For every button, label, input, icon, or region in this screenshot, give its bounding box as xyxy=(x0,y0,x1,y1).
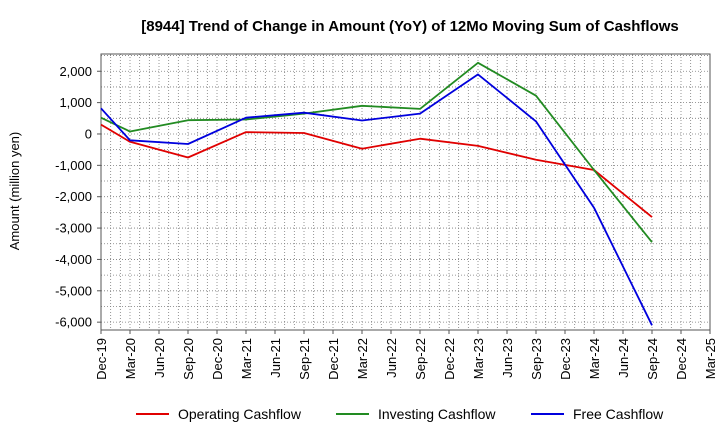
y-tick-label: -1,000 xyxy=(55,158,92,173)
y-tick-label: -5,000 xyxy=(55,283,92,298)
x-tick-label: Sep-21 xyxy=(297,338,312,380)
x-tick-label: Mar-23 xyxy=(471,338,486,379)
series-layer xyxy=(100,61,653,326)
legend-label-free-cashflow: Free Cashflow xyxy=(573,406,664,422)
x-tick-label: Mar-21 xyxy=(239,338,254,379)
x-tick-label: Sep-24 xyxy=(645,338,660,380)
x-tick-label: Dec-23 xyxy=(558,338,573,380)
y-tick-label: -2,000 xyxy=(55,189,92,204)
x-tick-label: Mar-25 xyxy=(703,338,718,379)
legend: Operating Cashflow Investing Cashflow Free… xyxy=(136,406,664,422)
x-tick-label: Jun-20 xyxy=(152,338,167,378)
y-tick-label: 2,000 xyxy=(59,64,92,79)
x-tick-label: Sep-20 xyxy=(181,338,196,380)
x-tick-label: Jun-24 xyxy=(616,338,631,378)
x-tick-label: Jun-22 xyxy=(384,338,399,378)
y-tick-label: 1,000 xyxy=(59,95,92,110)
series-line-operating-cashflow xyxy=(100,123,653,218)
y-tick-label: 0 xyxy=(85,126,92,141)
x-tick-label: Dec-19 xyxy=(94,338,109,380)
x-tick-label: Mar-22 xyxy=(355,338,370,379)
x-tick-label: Dec-21 xyxy=(326,338,341,380)
x-tick-label: Mar-24 xyxy=(587,338,602,379)
grid-layer xyxy=(100,54,711,330)
y-axis-label: Amount (million yen) xyxy=(7,132,22,251)
x-tick-label: Mar-20 xyxy=(123,338,138,379)
series-line-free-cashflow xyxy=(100,73,653,326)
legend-label-operating-cashflow: Operating Cashflow xyxy=(178,406,302,422)
chart-title: [8944] Trend of Change in Amount (YoY) o… xyxy=(141,18,679,35)
x-tick-label: Sep-23 xyxy=(529,338,544,380)
x-tick-label: Jun-21 xyxy=(268,338,283,378)
legend-label-investing-cashflow: Investing Cashflow xyxy=(378,406,496,422)
plot-frame xyxy=(100,53,711,331)
x-tick-label: Dec-24 xyxy=(674,338,689,380)
series-line-investing-cashflow xyxy=(100,61,653,243)
y-tick-label: -3,000 xyxy=(55,221,92,236)
x-tick-label: Dec-22 xyxy=(442,338,457,380)
x-tick-label: Sep-22 xyxy=(413,338,428,380)
axis-layer: 2,000 1,000 0 -1,000 -2,000 -3,000 -4,000 -5,00… xyxy=(55,53,718,380)
y-tick-label: -4,000 xyxy=(55,252,92,267)
x-tick-label: Dec-20 xyxy=(210,338,225,380)
x-tick-label: Jun-23 xyxy=(500,338,515,378)
y-tick-label: -6,000 xyxy=(55,315,92,330)
